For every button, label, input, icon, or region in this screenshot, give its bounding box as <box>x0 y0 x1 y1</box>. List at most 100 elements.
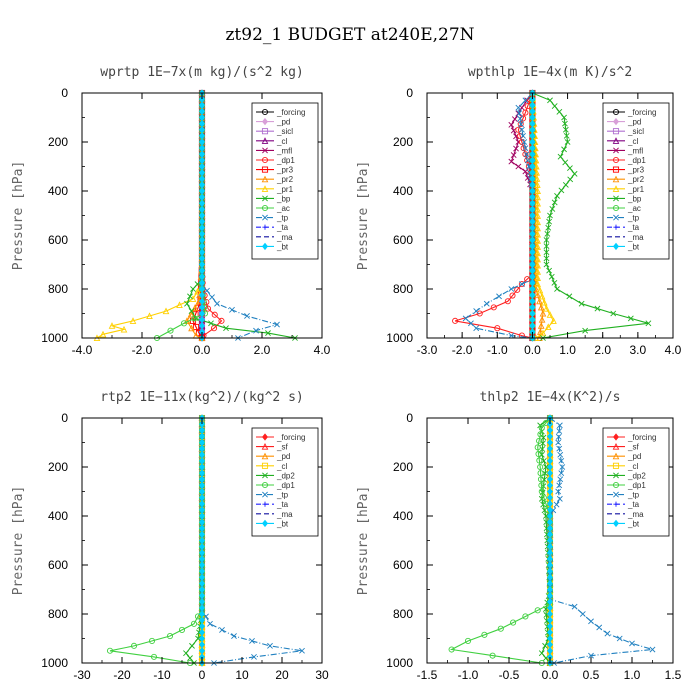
legend-label: _ma <box>276 510 293 519</box>
series-point <box>468 320 474 327</box>
series-point <box>189 295 197 302</box>
legend-label: _bt <box>276 242 289 251</box>
legend-marker <box>261 128 269 135</box>
legend-label: _dp1 <box>276 481 295 490</box>
legend-box <box>602 427 670 537</box>
legend-label: _pr2 <box>276 175 294 184</box>
series-point <box>218 317 225 324</box>
series-point <box>546 267 553 274</box>
series-point <box>462 315 469 322</box>
legend-label: _mfl <box>276 146 292 155</box>
series-point <box>539 329 547 337</box>
chart-panels: wprtp 1E−7x(m kg)/(s^2 kg) Pressure [hPa]… <box>11 65 682 682</box>
series-point <box>188 308 195 314</box>
series-point <box>556 108 563 115</box>
legend-label: _ma <box>276 233 293 242</box>
legend-marker <box>261 137 269 144</box>
legend-marker <box>612 166 620 173</box>
x-tick-label: -3.0 <box>417 343 438 357</box>
x-tick-label: 4.0 <box>665 343 682 357</box>
series-point <box>564 139 571 145</box>
series-point <box>536 297 543 305</box>
series-point <box>194 613 202 620</box>
series-point <box>190 620 198 627</box>
legend-label: _dp2 <box>627 471 646 480</box>
legend-marker <box>262 242 268 251</box>
y-tick-label: 200 <box>393 135 413 149</box>
series-point <box>547 97 553 104</box>
series-point <box>538 424 545 431</box>
series-point <box>534 181 541 188</box>
series-point <box>582 327 589 334</box>
series-point <box>522 145 529 152</box>
legend-label: _sicl <box>276 127 293 136</box>
series-point <box>534 224 542 232</box>
legend-label: _pr3 <box>627 166 645 175</box>
series-point <box>183 650 189 657</box>
y-tick-label: 800 <box>48 282 68 296</box>
x-tick-label: -1.5 <box>417 668 438 682</box>
series-point <box>562 181 569 188</box>
series-point <box>542 470 548 477</box>
series-point <box>524 157 531 164</box>
series-point <box>579 611 586 617</box>
series-point <box>267 642 273 649</box>
series-point <box>537 470 544 477</box>
series-point <box>166 633 174 640</box>
series-group <box>448 414 656 667</box>
series-point <box>223 325 229 332</box>
series-point <box>523 151 530 158</box>
y-axis-label: Pressure [hPa] <box>356 161 371 271</box>
legend-label: _ta <box>627 223 640 232</box>
series-point <box>534 212 542 219</box>
series-point <box>543 237 550 243</box>
chart-title: thlp2 1E−4x(K^2)/s <box>480 390 621 405</box>
x-tick-label: 0 <box>199 668 206 682</box>
series-point <box>515 126 522 133</box>
y-axis-label: Pressure [hPa] <box>356 486 371 596</box>
chart-panel: thlp2 1E−4x(K^2)/s Pressure [hPa] -1.5 -1.0… <box>356 390 682 682</box>
series-point <box>518 126 525 133</box>
x-tick-label: 30 <box>315 668 329 682</box>
series-point <box>538 292 546 300</box>
y-tick-label: 800 <box>393 282 413 296</box>
series-point <box>545 224 552 231</box>
series-point <box>534 206 542 213</box>
series-point <box>508 121 515 128</box>
series-point <box>547 212 553 219</box>
series-point <box>108 322 116 329</box>
series-point <box>534 243 542 250</box>
series-point <box>542 642 548 649</box>
series-point <box>537 463 544 471</box>
x-tick-label: 4.0 <box>314 343 331 357</box>
series-point <box>207 620 213 627</box>
series-point <box>610 310 617 317</box>
legend-label: _ta <box>276 500 289 509</box>
legend-marker <box>612 108 620 116</box>
legend-label: _tp <box>627 491 640 500</box>
legend: _forcing_sf_pd_cl_dp2_dp1_tp_ta_ma_bt <box>602 427 670 537</box>
series-point <box>219 627 225 633</box>
series-point <box>534 444 541 451</box>
series-point <box>549 206 556 212</box>
series-point <box>558 457 565 464</box>
series-point <box>522 97 529 104</box>
series-point <box>504 298 511 305</box>
legend-label: _ta <box>276 223 289 232</box>
legend-marker <box>613 242 619 251</box>
series-point <box>514 286 521 293</box>
series-point <box>537 322 545 329</box>
series-point <box>551 279 558 286</box>
series-point <box>517 115 524 122</box>
series-point <box>543 249 550 256</box>
series-point <box>251 653 257 660</box>
legend-marker <box>261 166 269 173</box>
series-point <box>194 287 201 295</box>
legend-label: _tp <box>627 214 640 223</box>
y-tick-label: 1000 <box>41 656 68 670</box>
series-point <box>533 175 541 182</box>
series-point <box>544 230 551 237</box>
y-tick-label: 200 <box>48 135 68 149</box>
